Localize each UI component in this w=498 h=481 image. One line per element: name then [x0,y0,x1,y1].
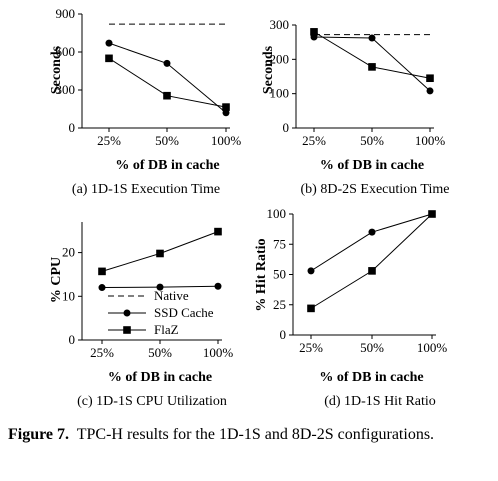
data-point-flaz [368,267,376,275]
x-axis-label: % of DB in cache [320,158,424,173]
x-tick-label: 25% [97,133,121,148]
y-axis-label: Seconds [261,45,276,94]
x-tick-label: 100% [415,133,446,148]
x-tick-label: 100% [211,133,242,148]
x-tick-label: 100% [203,345,234,360]
x-axis-label: % of DB in cache [115,158,219,173]
data-point-ssd-cache [98,284,106,292]
y-tick-label: 75 [273,236,286,251]
data-point-ssd-cache [426,87,434,95]
y-tick-label: 300 [270,17,290,32]
y-tick-label: 0 [69,332,76,347]
y-axis-label: % Hit Ratio [254,238,269,311]
x-tick-label: 25% [302,133,326,148]
y-tick-label: 300 [56,82,76,97]
data-point-flaz [105,54,113,63]
y-tick-label: 100 [267,206,287,221]
y-tick-label: 20 [62,245,75,260]
data-point-ssd-cache [105,39,113,47]
legend-marker-flaz [123,326,131,334]
y-tick-label: 0 [69,120,76,135]
legend-label-native: Native [154,288,189,303]
data-point-flaz [310,28,318,36]
panel-a-chart: 0 300 600 900 25% 50% 100% % of DB in cache Seco… [49,6,241,197]
y-tick-label: 100 [270,86,290,101]
data-point-ssd-cache [368,34,376,42]
x-tick-label: 25% [299,340,323,355]
subplot-caption: (b) 8D-2S Execution Time [301,182,450,197]
y-axis-label: Seconds [49,45,64,94]
x-tick-label: 50% [360,340,384,355]
y-tick-label: 600 [56,44,76,59]
x-tick-label: 50% [360,133,384,148]
series-line-ssd-cache [108,42,227,114]
data-point-flaz [428,210,436,218]
y-tick-label: 0 [283,120,290,135]
data-point-flaz [307,304,315,313]
caption-text: TPC-H results for the 1D-1S and 8D-2S co… [76,426,435,443]
data-point-ssd-cache [163,59,171,67]
y-tick-label: 200 [270,51,290,66]
data-point-flaz [222,103,230,111]
legend-label-flaz: FlaZ [154,322,179,337]
data-point-ssd-cache [307,267,315,275]
legend-marker-ssd-cache [123,309,131,317]
data-point-flaz [368,63,376,71]
data-point-flaz [98,267,106,276]
y-tick-label: 10 [62,288,75,303]
y-tick-label: 50 [273,267,286,282]
figure-caption: Figure 7. TPC-H results for the 1D-1S an… [8,424,490,445]
legend-label-ssd-cache: SSD Cache [154,305,214,320]
data-point-ssd-cache [222,109,230,117]
x-tick-label: 50% [155,133,179,148]
panel-d-chart: 0 25 50 75 100 25% 50% 100% % of DB in cache % Hi… [254,206,447,409]
data-point-ssd-cache [368,228,376,236]
y-tick-label: 0 [280,327,287,342]
data-point-flaz [156,249,164,258]
x-axis-label: % of DB in cache [108,370,212,385]
data-point-flaz [214,227,222,236]
caption-label: Figure 7. [8,426,70,443]
x-tick-label: 25% [90,345,114,360]
panel-b-chart: 0 100 200 300 25% 50% 100% % of DB in cache Seco… [261,17,449,197]
series-line-flaz [310,213,433,309]
x-tick-label: 50% [148,345,172,360]
data-point-ssd-cache [214,282,222,290]
data-point-ssd-cache [156,283,164,291]
data-point-flaz [426,74,434,83]
panel-c-chart: 0 10 20 25% 50% 100% % of DB in cache % CPU (c) … [49,222,233,409]
data-point-flaz [163,91,171,100]
x-tick-label: 100% [417,340,448,355]
series-line-ssd-cache [310,213,433,272]
y-tick-label: 900 [56,6,76,21]
figure-7: 0 300 600 900 25% 50% 100% % of DB in cache Seco… [49,6,449,409]
subplot-caption: (c) 1D-1S CPU Utilization [77,394,227,409]
y-axis-label: % CPU [49,257,64,303]
x-axis-label: % of DB in cache [319,370,423,385]
y-tick-label: 25 [273,297,286,312]
subplot-caption: (a) 1D-1S Execution Time [72,182,220,197]
subplot-caption: (d) 1D-1S Hit Ratio [324,394,436,409]
